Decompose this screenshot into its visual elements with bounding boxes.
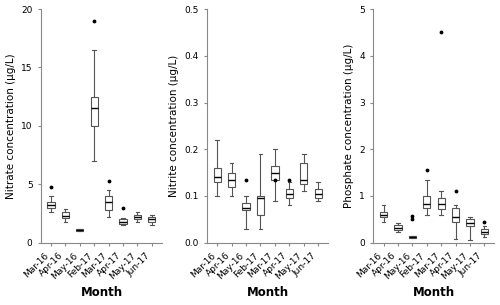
PathPatch shape bbox=[272, 166, 278, 180]
PathPatch shape bbox=[148, 217, 156, 222]
PathPatch shape bbox=[90, 97, 98, 126]
PathPatch shape bbox=[300, 163, 308, 184]
PathPatch shape bbox=[286, 189, 293, 198]
PathPatch shape bbox=[242, 203, 250, 210]
X-axis label: Month: Month bbox=[413, 286, 455, 300]
PathPatch shape bbox=[48, 202, 54, 208]
PathPatch shape bbox=[76, 229, 84, 231]
Y-axis label: Nitrate concentration (μg/L): Nitrate concentration (μg/L) bbox=[6, 53, 16, 199]
PathPatch shape bbox=[394, 225, 402, 230]
PathPatch shape bbox=[228, 173, 235, 187]
PathPatch shape bbox=[257, 196, 264, 215]
PathPatch shape bbox=[466, 219, 473, 226]
PathPatch shape bbox=[481, 229, 488, 234]
PathPatch shape bbox=[408, 236, 416, 238]
X-axis label: Month: Month bbox=[246, 286, 289, 300]
Y-axis label: Phosphate concentration (μg/L): Phosphate concentration (μg/L) bbox=[344, 44, 354, 208]
PathPatch shape bbox=[380, 212, 387, 217]
PathPatch shape bbox=[452, 208, 459, 222]
PathPatch shape bbox=[120, 219, 126, 224]
PathPatch shape bbox=[62, 212, 69, 218]
PathPatch shape bbox=[214, 168, 221, 182]
PathPatch shape bbox=[134, 215, 141, 219]
Y-axis label: Nitrite concentration (μg/L): Nitrite concentration (μg/L) bbox=[169, 55, 179, 197]
X-axis label: Month: Month bbox=[80, 286, 122, 300]
PathPatch shape bbox=[438, 198, 444, 209]
PathPatch shape bbox=[423, 196, 430, 208]
PathPatch shape bbox=[105, 196, 112, 210]
PathPatch shape bbox=[314, 189, 322, 198]
